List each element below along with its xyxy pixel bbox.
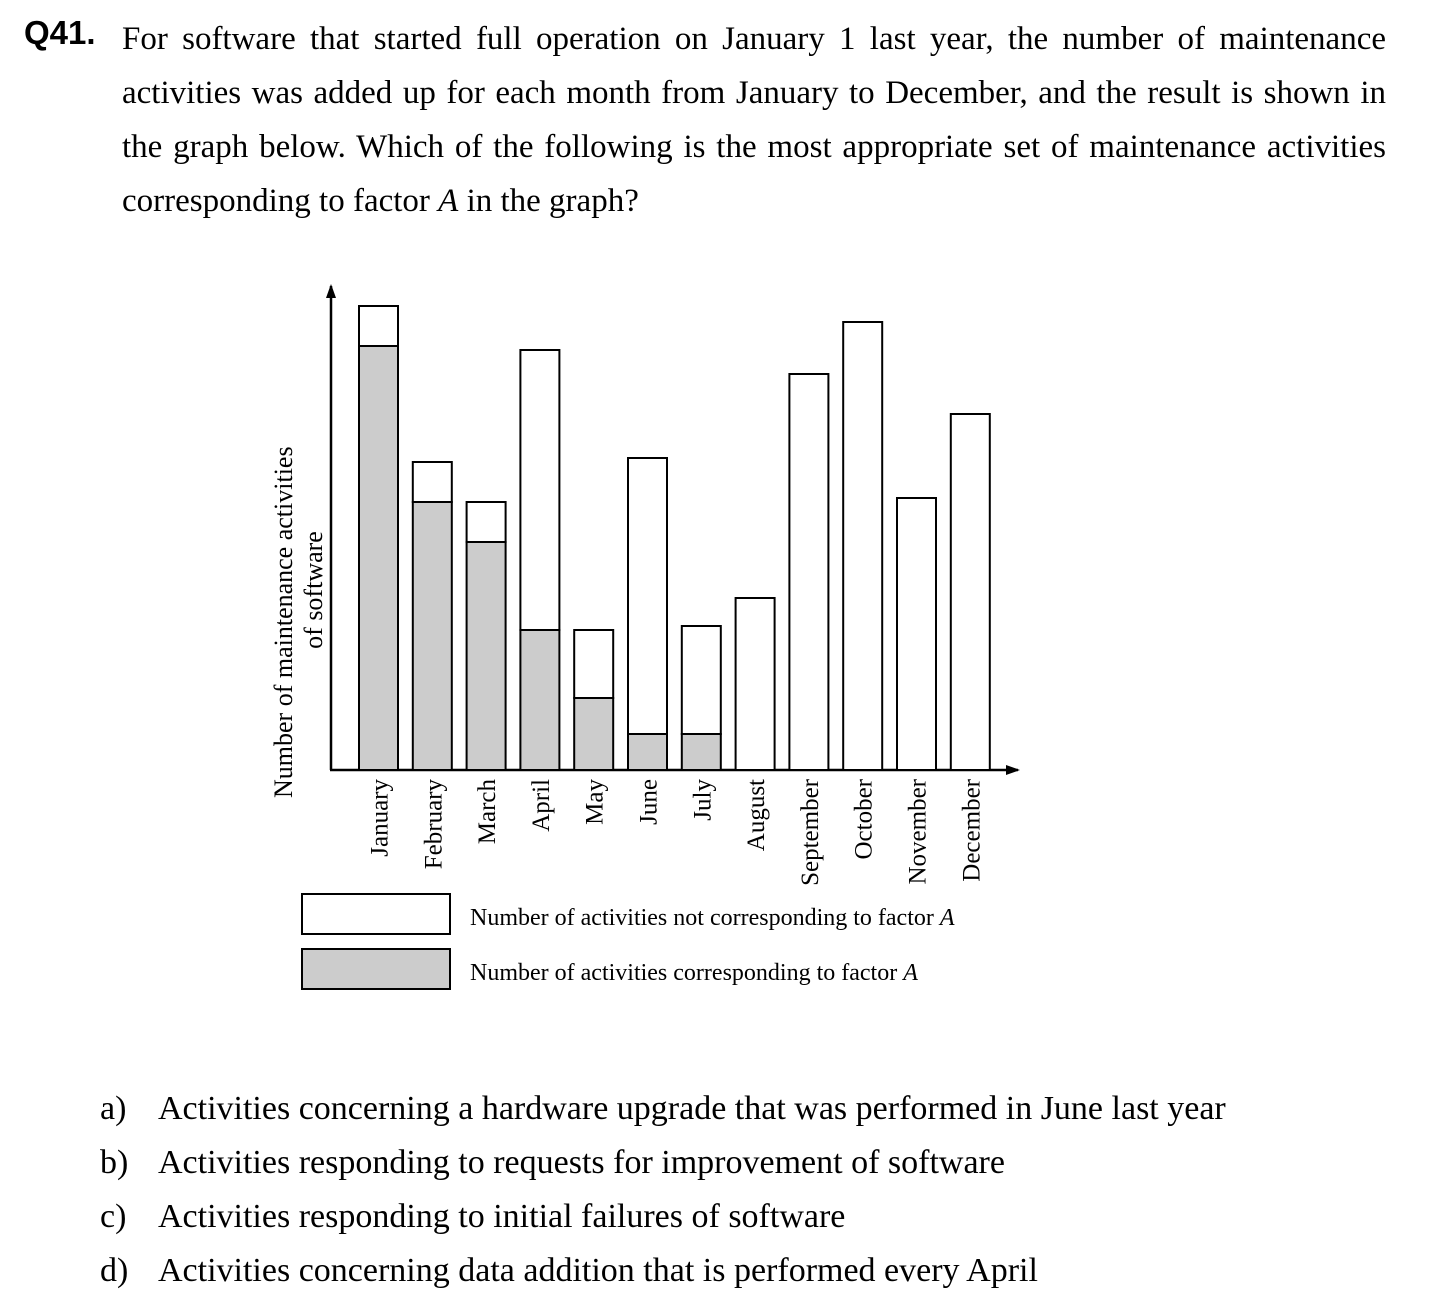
bar-not-factor-a-september	[788, 373, 830, 771]
legend-label-not-factor-a: Number of activities not corresponding t…	[470, 905, 955, 931]
answer-option-text: Activities concerning data addition that…	[158, 1252, 1038, 1289]
x-tick-label-november: November	[905, 778, 932, 884]
answer-option: d) Activities concerning data addition th…	[100, 1244, 1226, 1298]
answer-option-text: Activities responding to initial failure…	[158, 1198, 846, 1235]
bar-factor-a-may	[573, 697, 615, 771]
bar-not-factor-a-february	[411, 461, 453, 503]
bar-not-factor-a-december	[949, 413, 991, 771]
x-tick-label-august: August	[743, 779, 770, 851]
x-tick-label-april: April	[528, 779, 555, 832]
bar-not-factor-a-january	[358, 305, 399, 347]
bar-not-factor-a-june	[627, 457, 668, 735]
legend-label-text: Number of activities corresponding to fa…	[470, 960, 903, 986]
bar-factor-a-january	[358, 345, 399, 771]
answer-option-letter: c)	[100, 1198, 127, 1235]
legend-label-italic: A	[901, 960, 918, 986]
question-number: Q41.	[24, 14, 96, 51]
bar-not-factor-a-october	[842, 321, 884, 771]
legend-swatch-factor-a	[301, 948, 451, 990]
x-tick-label-march: March	[474, 779, 501, 845]
answer-option-letter: b)	[100, 1144, 129, 1181]
x-tick-label-may: May	[582, 779, 609, 825]
answer-option: a) Activities concerning a hardware upgra…	[100, 1082, 1226, 1136]
bar-not-factor-a-march	[465, 501, 507, 543]
bar-not-factor-a-august	[734, 597, 776, 771]
question-text-part2: in the graph?	[458, 183, 639, 219]
answer-option: c) Activities responding to initial failu…	[100, 1190, 1226, 1244]
maintenance-bar-chart: Number of maintenance activities of soft…	[269, 284, 1020, 990]
bar-not-factor-a-april	[519, 349, 561, 631]
answer-option-letter: a)	[100, 1090, 127, 1127]
bar-factor-a-march	[465, 541, 507, 771]
bar-factor-a-july	[680, 733, 722, 771]
bar-factor-a-june	[627, 733, 668, 771]
bar-factor-a-february	[411, 501, 453, 771]
x-tick-label-july: July	[689, 779, 716, 821]
question-italic-term: A	[438, 183, 459, 219]
bar-not-factor-a-july	[680, 625, 722, 735]
x-tick-label-february: February	[420, 779, 447, 870]
y-axis-label-line1: Number of maintenance activities	[269, 446, 298, 798]
y-axis-label-line2: of software	[299, 531, 328, 649]
x-tick-label-june: June	[636, 779, 663, 825]
question-text-part1: For software that started full operation…	[122, 21, 1386, 219]
bar-factor-a-april	[519, 629, 561, 771]
legend-swatch-not-factor-a	[301, 893, 451, 935]
legend-label-factor-a: Number of activities corresponding to fa…	[470, 960, 918, 986]
question-text: For software that started full operation…	[122, 12, 1386, 228]
legend-label-italic: A	[938, 905, 955, 931]
answer-option-letter: d)	[100, 1252, 129, 1289]
x-tick-label-january: January	[367, 779, 394, 857]
x-tick-label-september: September	[797, 778, 824, 886]
answer-option-text: Activities concerning a hardware upgrade…	[158, 1090, 1226, 1127]
bar-not-factor-a-november	[896, 497, 937, 771]
legend-label-text: Number of activities not corresponding t…	[470, 905, 940, 931]
answer-option: b) Activities responding to requests for …	[100, 1136, 1226, 1190]
answer-option-text: Activities responding to requests for im…	[158, 1144, 1005, 1181]
question-block: Q41. For software that started full oper…	[24, 12, 1386, 228]
x-tick-label-december: December	[958, 778, 985, 881]
answer-options: a) Activities concerning a hardware upgra…	[100, 1082, 1226, 1298]
bar-not-factor-a-may	[573, 629, 615, 699]
x-tick-label-october: October	[851, 778, 878, 859]
